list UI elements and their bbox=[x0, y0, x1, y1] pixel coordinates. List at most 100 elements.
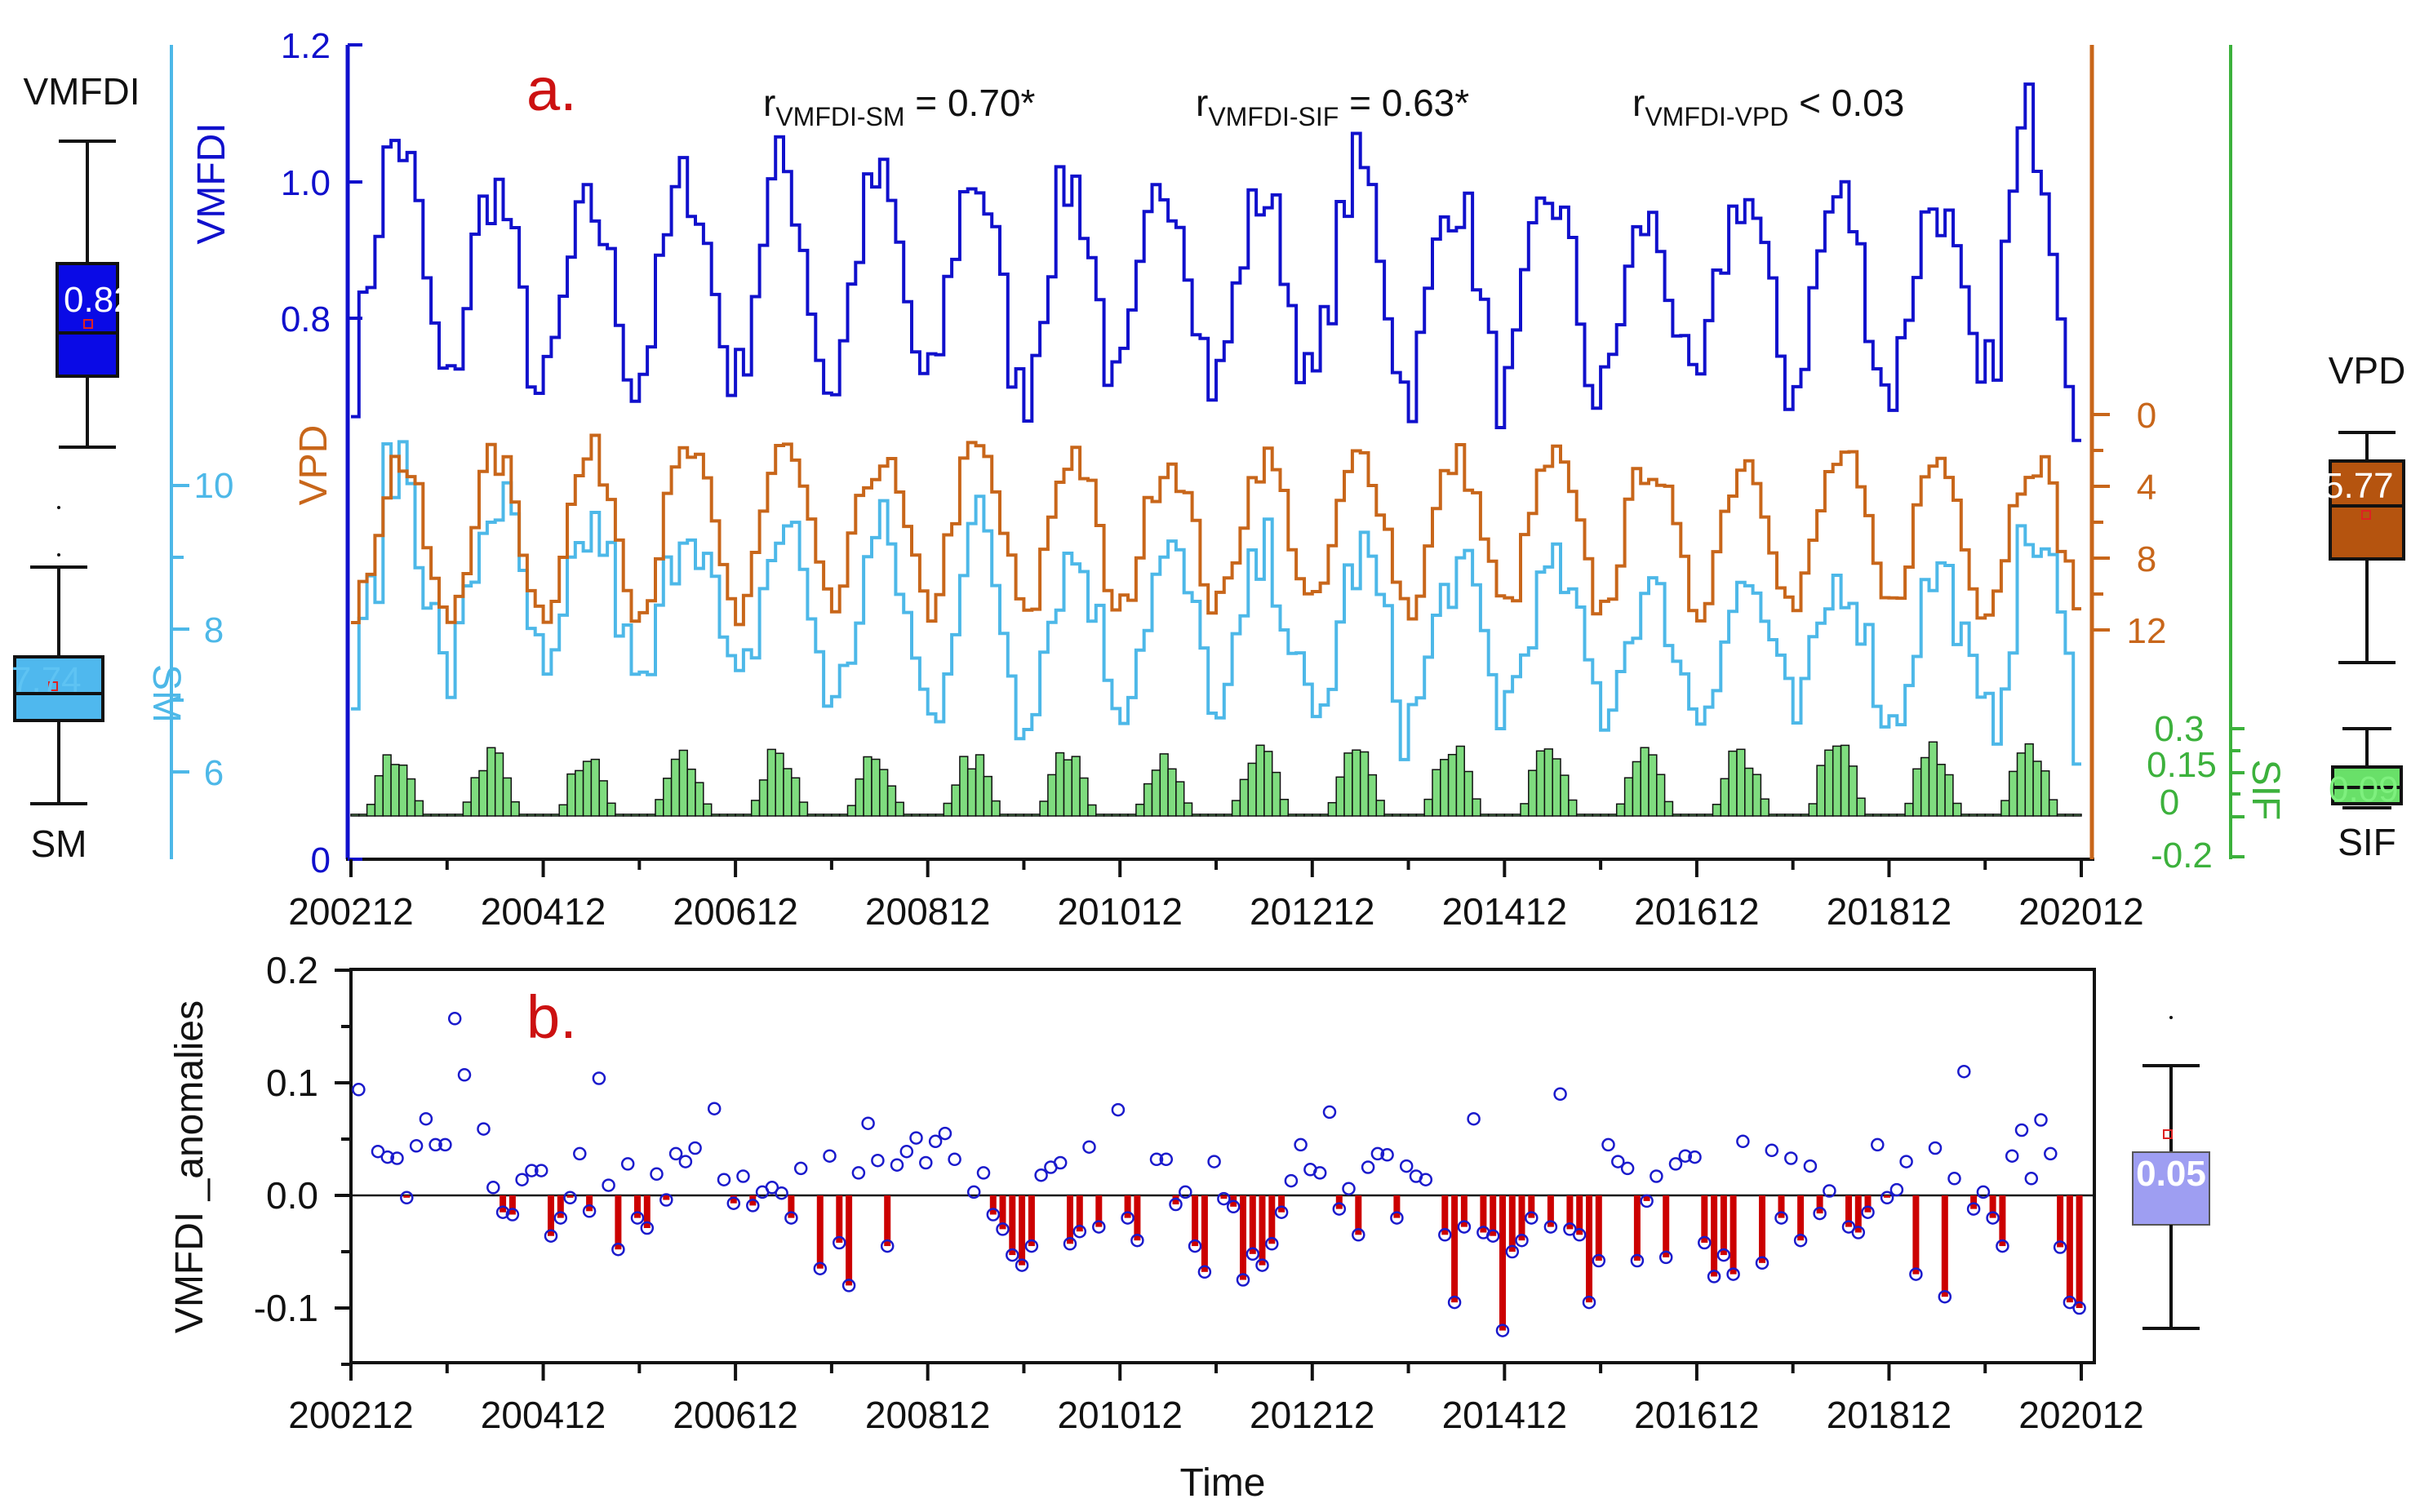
anomaly-point bbox=[948, 1152, 961, 1167]
anomaly-point bbox=[1563, 1222, 1577, 1236]
sif-bar bbox=[1031, 814, 1041, 817]
anomaly-point bbox=[1755, 1256, 1769, 1270]
sif-bar bbox=[350, 814, 360, 817]
anomaly-point bbox=[1246, 1247, 1260, 1261]
anomaly-bar bbox=[566, 1195, 574, 1198]
sif-bar bbox=[1880, 814, 1890, 817]
sif-bar bbox=[1359, 751, 1370, 817]
anomaly-bar bbox=[586, 1195, 593, 1212]
anomaly-point bbox=[2024, 1172, 2039, 1186]
anomaly-point bbox=[726, 1196, 741, 1210]
sif-bar bbox=[1375, 800, 1385, 817]
vmfdi-tick-12: 1.2 bbox=[281, 26, 331, 66]
anomaly-bar bbox=[1778, 1195, 1785, 1218]
anomaly-point bbox=[1813, 1206, 1827, 1221]
anomaly-point bbox=[668, 1146, 683, 1161]
sif-bar bbox=[766, 748, 776, 817]
anomaly-point bbox=[1861, 1205, 1875, 1219]
anomaly-point bbox=[525, 1164, 539, 1177]
anomaly-point bbox=[447, 1012, 462, 1026]
x-tick-label: 201212 bbox=[1250, 1394, 1375, 1436]
anomaly-bar bbox=[1711, 1195, 1718, 1277]
x-tick-label: 200212 bbox=[288, 890, 414, 933]
anomaly-point bbox=[400, 1191, 414, 1205]
sif-bar bbox=[1007, 814, 1017, 817]
anomaly-point bbox=[1793, 1233, 1808, 1248]
x-tick-label: 201812 bbox=[1827, 890, 1952, 933]
sif-bar bbox=[710, 814, 721, 817]
sif-bar bbox=[2008, 770, 2018, 817]
anomaly-bar bbox=[1720, 1195, 1727, 1256]
anomaly-point bbox=[1515, 1233, 1529, 1248]
sif-bar bbox=[855, 778, 864, 817]
boxplot-sm-value: 7.74 bbox=[11, 660, 82, 700]
sif-bar bbox=[695, 782, 704, 817]
anomaly-point bbox=[899, 1144, 914, 1159]
anomaly-point bbox=[1678, 1149, 1693, 1163]
anomaly-point bbox=[928, 1134, 943, 1149]
anomaly-point bbox=[563, 1191, 577, 1205]
sif-bar bbox=[1495, 814, 1506, 817]
sif-bar bbox=[486, 747, 496, 817]
anomaly-bar bbox=[1278, 1195, 1285, 1213]
anomaly-point bbox=[428, 1137, 442, 1152]
anomaly-point bbox=[1121, 1211, 1135, 1225]
anomaly-bar bbox=[508, 1195, 516, 1215]
sif-bar bbox=[510, 800, 520, 817]
boxplot-vmfdi-label: VMFDI bbox=[23, 70, 140, 113]
sif-bar bbox=[1856, 797, 1866, 817]
sif-bar bbox=[1487, 814, 1498, 817]
sif-bar bbox=[1535, 750, 1546, 817]
anomaly-bar bbox=[1249, 1195, 1256, 1254]
anomaly-point bbox=[419, 1111, 433, 1126]
boxplot-sif-label: SIF bbox=[2338, 821, 2396, 863]
anomaly-point bbox=[1592, 1253, 1606, 1268]
stat-vmfdi-sm: rVMFDI-SM = 0.70* bbox=[763, 82, 1035, 131]
anomaly-point bbox=[1399, 1159, 1414, 1173]
anomaly-point bbox=[1601, 1137, 1615, 1152]
sif-bar bbox=[526, 814, 536, 817]
sif-bar bbox=[366, 804, 376, 817]
sif-bar bbox=[1720, 778, 1730, 817]
vpd-axis-label: VPD bbox=[292, 425, 335, 506]
sif-bar bbox=[1600, 814, 1610, 817]
sif-bar bbox=[1432, 769, 1441, 817]
sif-bar bbox=[518, 814, 528, 817]
anomaly-point bbox=[1130, 1233, 1144, 1248]
anomaly-point bbox=[1082, 1140, 1096, 1154]
sif-bar bbox=[1447, 753, 1458, 817]
sif-bar bbox=[775, 752, 784, 817]
anomaly-point bbox=[1457, 1220, 1472, 1234]
sif-bar bbox=[1583, 814, 1594, 817]
anomaly-point bbox=[833, 1235, 846, 1250]
anomaly-point bbox=[1370, 1146, 1385, 1161]
x-tick-label: 200812 bbox=[865, 890, 991, 933]
sif-bar bbox=[1071, 756, 1081, 817]
anomaly-point bbox=[1485, 1229, 1500, 1243]
sif-bar bbox=[758, 779, 769, 817]
anomaly-bar bbox=[1095, 1195, 1103, 1227]
anomaly-bar bbox=[999, 1195, 1006, 1230]
sif-bar bbox=[1455, 745, 1465, 817]
anomaly-point bbox=[582, 1204, 597, 1218]
sif-bar bbox=[446, 814, 456, 817]
sif-tick-03: 0.3 bbox=[2154, 709, 2204, 749]
anomaly-point bbox=[1495, 1324, 1510, 1337]
anomaly-bar bbox=[730, 1195, 737, 1204]
sif-bar bbox=[542, 814, 553, 817]
sif-bar bbox=[1640, 747, 1650, 817]
anomaly-point bbox=[784, 1211, 798, 1225]
anomaly-bar bbox=[1460, 1195, 1468, 1227]
sm-axis: 10 8 6 SM bbox=[144, 466, 233, 793]
anomaly-point bbox=[1024, 1239, 1039, 1253]
sif-bar bbox=[999, 814, 1009, 817]
anomaly-point bbox=[1419, 1173, 1433, 1186]
anomaly-point bbox=[1525, 1211, 1539, 1225]
sif-bar bbox=[838, 814, 849, 817]
anomaly-bar bbox=[2057, 1195, 2064, 1248]
sif-bar bbox=[1199, 814, 1209, 817]
sif-bar bbox=[494, 752, 504, 817]
vpd-tick-4: 4 bbox=[2137, 468, 2156, 508]
vmfdi-tick-0: 0 bbox=[311, 840, 331, 880]
sif-bar bbox=[1960, 814, 1970, 817]
